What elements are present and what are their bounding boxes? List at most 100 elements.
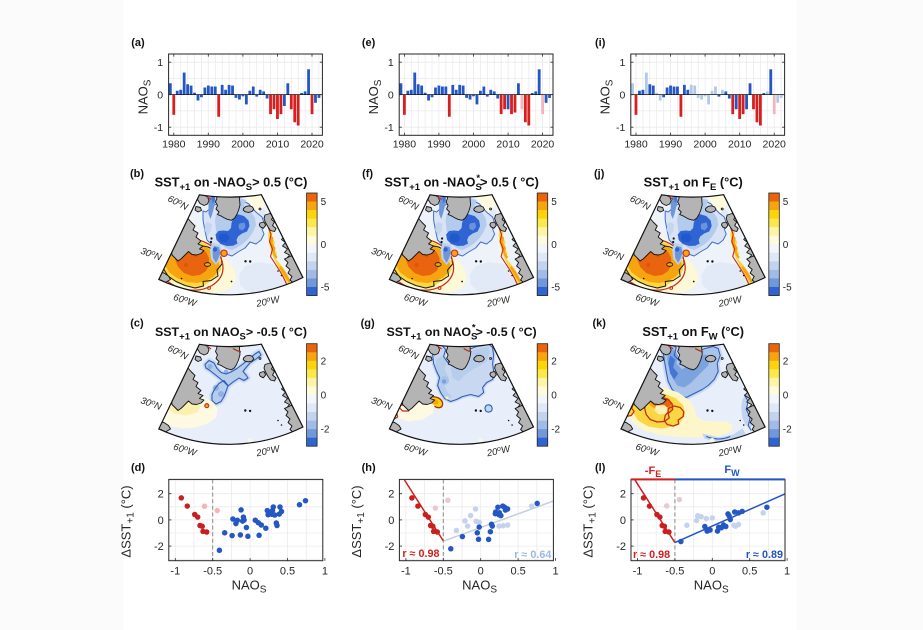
svg-text:-2: -2 (385, 541, 395, 553)
svg-text:2000: 2000 (462, 139, 486, 151)
svg-text:20oW: 20oW (485, 294, 512, 310)
svg-text:5: 5 (551, 197, 557, 208)
svg-text:1990: 1990 (659, 139, 683, 151)
svg-text:-5: -5 (321, 283, 330, 294)
svg-text:ΔSST+1 (°C): ΔSST+1 (°C) (349, 485, 367, 557)
svg-text:NAOS: NAOS (598, 79, 616, 114)
svg-text:-0.5: -0.5 (203, 566, 222, 578)
svg-text:NAOS: NAOS (232, 578, 267, 596)
svg-text:2020: 2020 (531, 139, 555, 151)
svg-text:2: 2 (551, 356, 557, 367)
svg-text:2000: 2000 (231, 139, 255, 151)
svg-text:0.5: 0.5 (742, 566, 757, 578)
svg-text:1980: 1980 (162, 139, 186, 151)
svg-text:1990: 1990 (427, 139, 451, 151)
svg-text:(k): (k) (592, 318, 606, 330)
svg-text:SST+1 on FE (°C): SST+1 on FE (°C) (644, 175, 743, 194)
svg-text:NAOS: NAOS (135, 79, 153, 114)
svg-text:2010: 2010 (266, 139, 290, 151)
svg-text:0.5: 0.5 (280, 566, 295, 578)
svg-text:0: 0 (157, 89, 163, 101)
svg-text:1980: 1980 (393, 139, 417, 151)
svg-text:1: 1 (784, 566, 790, 578)
svg-text:r ≈ 0.89: r ≈ 0.89 (746, 549, 783, 561)
svg-text:NAOS: NAOS (366, 79, 384, 114)
svg-text:0: 0 (321, 391, 327, 402)
svg-text:(l): (l) (595, 462, 606, 474)
svg-text:2: 2 (388, 489, 394, 501)
svg-text:-0.5: -0.5 (665, 566, 684, 578)
svg-text:1: 1 (157, 57, 163, 69)
svg-text:0: 0 (709, 566, 715, 578)
svg-text:1: 1 (619, 57, 625, 69)
svg-text:1: 1 (322, 566, 328, 578)
svg-text:NAOS: NAOS (694, 578, 729, 596)
svg-text:2020: 2020 (300, 139, 324, 151)
svg-text:(i): (i) (595, 37, 606, 49)
svg-text:r ≈ 0.64: r ≈ 0.64 (514, 549, 551, 561)
svg-text:60oW: 60oW (172, 442, 199, 460)
svg-text:(b): (b) (130, 168, 144, 180)
svg-text:20oW: 20oW (254, 444, 281, 460)
svg-text:0: 0 (620, 515, 626, 527)
svg-text:r ≈ 0.98: r ≈ 0.98 (402, 548, 439, 560)
svg-text:(c): (c) (130, 318, 144, 330)
svg-text:-1: -1 (384, 122, 393, 134)
svg-text:(f): (f) (362, 168, 373, 180)
svg-text:-5: -5 (551, 283, 560, 294)
svg-text:-2: -2 (783, 425, 792, 436)
svg-text:0: 0 (783, 240, 789, 251)
svg-text:1: 1 (552, 566, 558, 578)
svg-text:2010: 2010 (496, 139, 520, 151)
svg-text:0: 0 (478, 566, 484, 578)
svg-text:0: 0 (551, 391, 557, 402)
svg-text:-0.5: -0.5 (434, 566, 453, 578)
svg-text:-2: -2 (321, 425, 330, 436)
svg-text:-5: -5 (783, 283, 792, 294)
svg-text:1980: 1980 (624, 139, 648, 151)
svg-text:(a): (a) (131, 37, 145, 49)
svg-text:2: 2 (158, 489, 164, 501)
svg-text:0: 0 (783, 391, 789, 402)
svg-text:20oW: 20oW (485, 444, 512, 460)
svg-text:5: 5 (783, 197, 789, 208)
svg-text:0.5: 0.5 (510, 566, 525, 578)
svg-text:0: 0 (388, 515, 394, 527)
svg-text:-FE: -FE (645, 465, 661, 479)
svg-text:FW: FW (724, 464, 740, 478)
svg-text:0: 0 (388, 89, 394, 101)
svg-text:-2: -2 (154, 541, 164, 553)
svg-text:0: 0 (158, 515, 164, 527)
svg-text:0: 0 (321, 240, 327, 251)
svg-text:SST+1 on NAOS> -0.5 ( °C): SST+1 on NAOS> -0.5 ( °C) (155, 325, 307, 343)
svg-text:-1: -1 (154, 122, 163, 134)
svg-text:5: 5 (321, 197, 327, 208)
svg-text:SST+1 on -NAOS*> 0.5 ( °C): SST+1 on -NAOS*> 0.5 ( °C) (384, 173, 539, 193)
svg-text:20oW: 20oW (717, 294, 744, 310)
svg-text:r ≈ 0.98: r ≈ 0.98 (633, 549, 670, 561)
svg-text:-1: -1 (616, 122, 625, 134)
svg-text:(d): (d) (131, 462, 145, 474)
svg-text:2: 2 (620, 489, 626, 501)
svg-text:0: 0 (619, 89, 625, 101)
svg-text:(j): (j) (594, 168, 605, 180)
svg-text:-1: -1 (401, 566, 411, 578)
svg-text:20oW: 20oW (254, 294, 281, 310)
svg-text:(h): (h) (362, 462, 376, 474)
svg-text:-1: -1 (170, 566, 180, 578)
svg-text:20oW: 20oW (717, 444, 744, 460)
svg-text:2000: 2000 (693, 139, 717, 151)
svg-text:2020: 2020 (763, 139, 787, 151)
svg-text:2: 2 (321, 356, 327, 367)
svg-text:0: 0 (247, 566, 253, 578)
svg-text:1: 1 (388, 57, 394, 69)
svg-text:SST+1 on NAOS*> -0.5 ( °C): SST+1 on NAOS*> -0.5 ( °C) (387, 323, 537, 343)
svg-text:2010: 2010 (728, 139, 752, 151)
svg-text:-2: -2 (551, 425, 560, 436)
svg-text:0: 0 (551, 240, 557, 251)
svg-text:SST+1 on -NAOS> 0.5 (°C): SST+1 on -NAOS> 0.5 (°C) (155, 175, 308, 194)
svg-text:(g): (g) (361, 318, 375, 330)
svg-text:-2: -2 (616, 541, 626, 553)
svg-text:ΔSST+1 (°C): ΔSST+1 (°C) (581, 485, 599, 557)
svg-text:2: 2 (783, 356, 789, 367)
